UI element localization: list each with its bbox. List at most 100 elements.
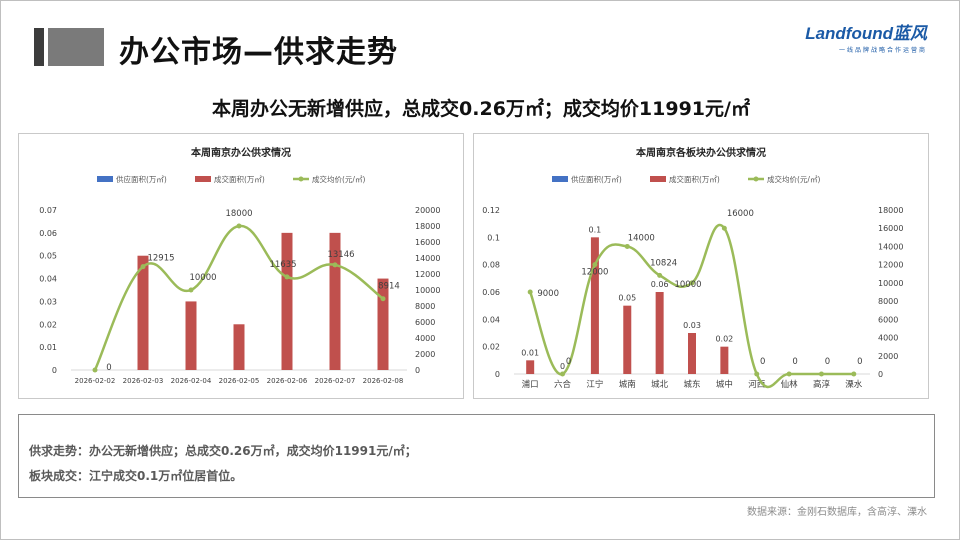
price-point (527, 289, 533, 295)
bar-data-label: 0.02 (715, 335, 733, 344)
y-left-tick-label: 0.12 (482, 206, 500, 215)
price-point (786, 371, 792, 377)
data-source: 数据来源：金刚石数据库，含高淳、溧水 (747, 507, 927, 518)
bar-data-label: 0 (560, 362, 565, 371)
price-data-label: 8914 (378, 282, 400, 292)
price-data-label: 12915 (147, 254, 174, 264)
price-point (754, 371, 760, 377)
title-decoration (34, 28, 104, 66)
price-data-label: 11635 (269, 260, 296, 270)
y-right-tick-label: 2000 (878, 352, 898, 361)
deal-bar (655, 292, 664, 374)
price-data-label: 10000 (674, 280, 701, 290)
price-point (284, 274, 290, 280)
deal-bar (526, 360, 535, 374)
y-right-tick-label: 2000 (415, 350, 435, 359)
price-point (236, 223, 242, 229)
price-data-label: 13146 (327, 250, 354, 260)
price-data-label: 0 (857, 357, 862, 367)
price-data-label: 10000 (189, 273, 216, 283)
price-point (380, 296, 386, 302)
bar-data-label: 0.06 (651, 280, 669, 289)
x-tick-label: 城东 (683, 379, 700, 390)
legend-label: 供应面积(万㎡) (571, 174, 622, 184)
x-tick-label: 六合 (554, 379, 572, 390)
deal-bar (137, 255, 149, 370)
y-right-tick-label: 10000 (415, 286, 440, 295)
deal-bar (185, 301, 197, 370)
x-tick-label: 溧水 (845, 379, 863, 390)
price-point (851, 371, 857, 377)
y-right-tick-label: 8000 (878, 297, 898, 306)
deal-bar (377, 278, 389, 370)
y-right-tick-label: 16000 (878, 224, 903, 233)
x-tick-label: 2026-02-06 (267, 377, 308, 385)
y-left-tick-label: 0.06 (39, 229, 57, 238)
y-left-tick-label: 0 (52, 366, 57, 375)
deal-bar (329, 232, 341, 370)
price-point (721, 225, 727, 231)
x-tick-label: 江宁 (586, 379, 603, 390)
deal-bar (233, 324, 245, 370)
y-left-tick-label: 0.02 (482, 343, 500, 352)
x-tick-label: 仙林 (781, 379, 799, 390)
price-data-label: 0 (792, 357, 797, 367)
y-right-tick-label: 6000 (415, 318, 435, 327)
price-data-label: 0 (566, 357, 571, 367)
chart-title: 本周南京各板块办公供求情况 (636, 146, 766, 159)
y-left-tick-label: 0.04 (39, 275, 57, 284)
deal-bar (688, 333, 696, 374)
price-data-label: 12000 (581, 268, 608, 278)
y-left-tick-label: 0.03 (39, 297, 57, 306)
bar-data-label: 0.01 (521, 348, 539, 357)
x-tick-label: 城中 (716, 379, 733, 390)
headline: 本周办公无新增供应，总成交0.26万㎡；成交均价11991元/㎡ (212, 98, 750, 120)
x-tick-label: 城南 (619, 379, 636, 390)
bar-data-label: 0.1 (589, 225, 602, 234)
logo-tagline: 一线品牌战略合作运营商 (838, 47, 927, 54)
legend-swatch (650, 176, 666, 182)
price-data-label: 14000 (628, 233, 655, 243)
deal-bar (590, 237, 599, 374)
price-data-label: 16000 (727, 209, 754, 219)
price-point (92, 367, 98, 373)
legend-label: 成交均价(元/㎡) (767, 174, 820, 184)
y-right-tick-label: 12000 (878, 261, 903, 270)
y-left-tick-label: 0.01 (39, 343, 57, 352)
legend-label: 成交面积(万㎡) (669, 174, 720, 184)
deal-bar (720, 346, 729, 374)
price-data-label: 18000 (225, 209, 252, 219)
summary-box: 供求走势：办公无新增供应；总成交0.26万㎡，成交均价11991元/㎡； 板块成… (18, 414, 935, 498)
y-right-tick-label: 14000 (415, 254, 440, 263)
y-right-tick-label: 16000 (415, 238, 440, 247)
x-tick-label: 浦口 (522, 379, 539, 390)
x-tick-label: 河西 (748, 379, 765, 390)
legend-swatch (552, 176, 568, 182)
y-right-tick-label: 20000 (415, 206, 440, 215)
y-right-tick-label: 0 (415, 366, 420, 375)
logo-brand: Landfound蓝风 (805, 24, 927, 43)
deal-bar (281, 232, 293, 370)
price-data-label: 0 (106, 363, 111, 373)
price-data-label: 0 (760, 357, 765, 367)
summary-district: 板块成交：江宁成交0.1万㎡位居首位。 (29, 469, 243, 483)
price-point (592, 262, 598, 268)
price-point (332, 262, 338, 268)
y-left-tick-label: 0.05 (39, 252, 57, 261)
page-title: 办公市场—供求走势 (119, 35, 398, 70)
y-left-tick-label: 0.07 (39, 206, 57, 215)
deal-bar (623, 305, 632, 374)
y-left-tick-label: 0.02 (39, 320, 57, 329)
price-point (689, 280, 695, 286)
price-data-label: 10824 (650, 258, 677, 268)
price-line (93, 224, 384, 371)
price-point (818, 371, 824, 377)
legend-swatch (97, 176, 113, 182)
price-point (560, 371, 566, 377)
legend-marker (753, 176, 759, 182)
legend-swatch (195, 176, 211, 182)
price-point (188, 287, 194, 293)
x-tick-label: 2026-02-03 (123, 377, 164, 385)
